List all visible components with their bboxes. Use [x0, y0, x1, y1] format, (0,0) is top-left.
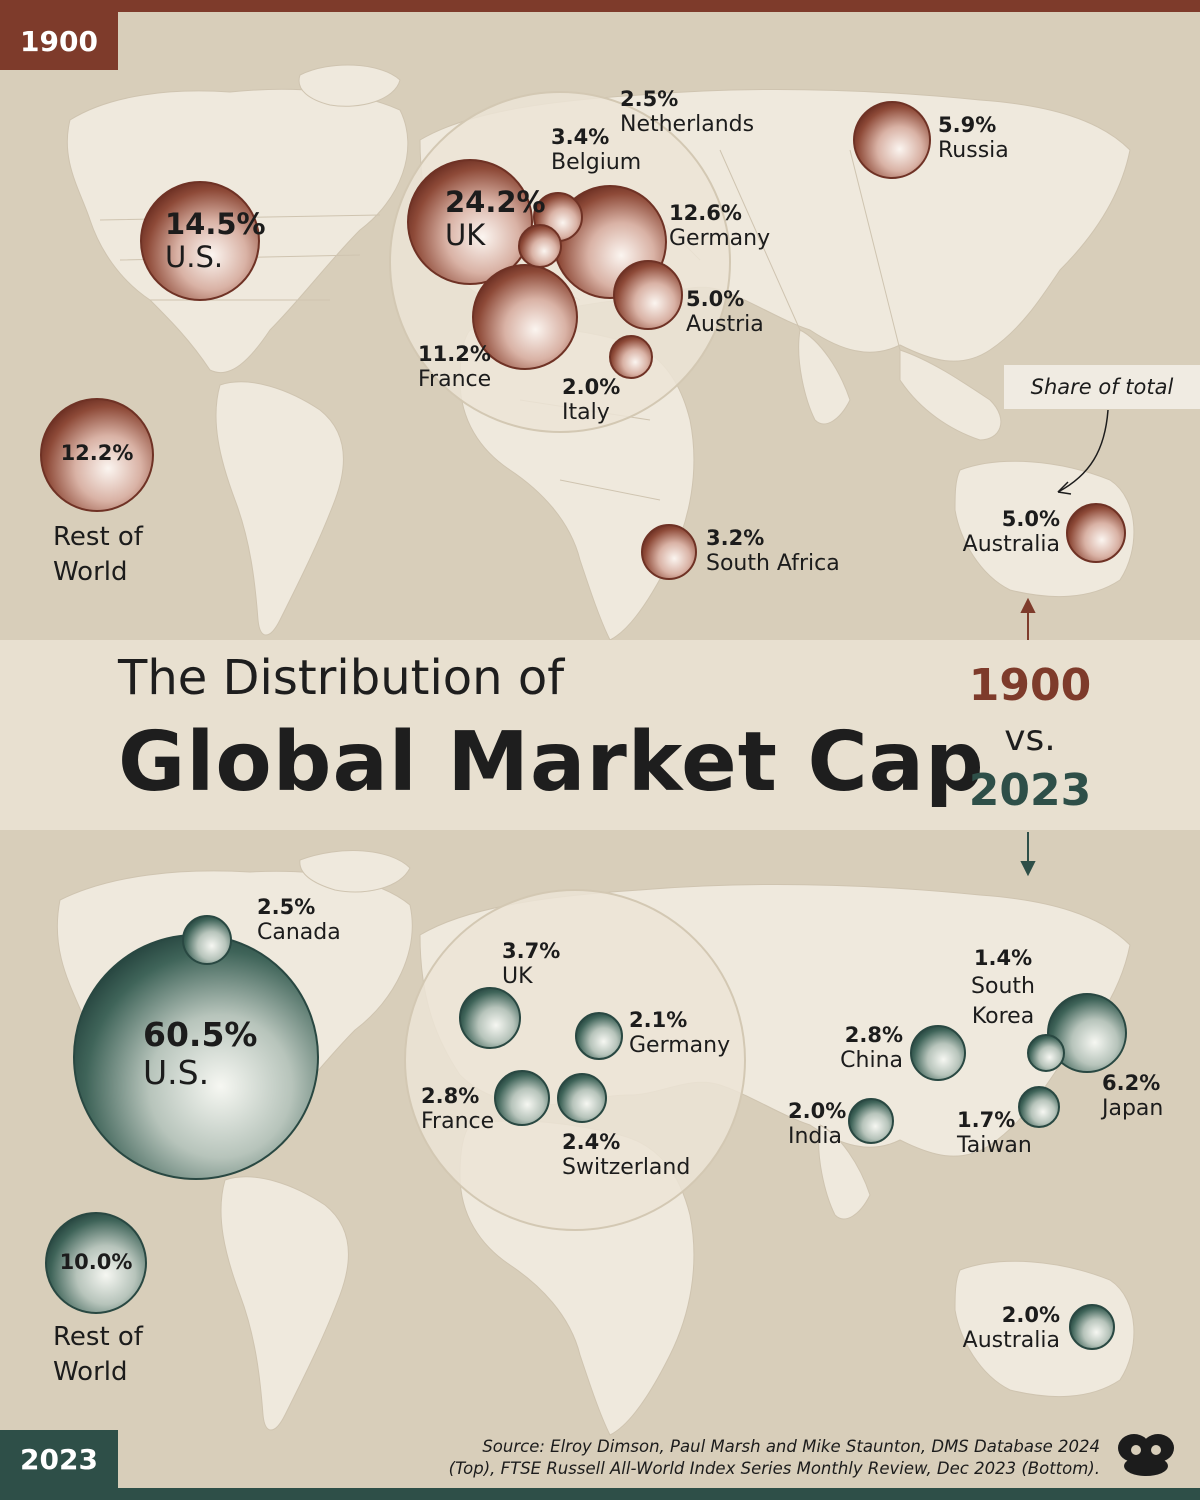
- up-arrow-1900: [1020, 597, 1036, 646]
- comparison-vs: vs.: [1004, 718, 1056, 759]
- bubble-1900-austria: [613, 260, 683, 330]
- label-2023-france: 2.8% France: [421, 1084, 495, 1134]
- bubble-1900-russia: [853, 101, 931, 179]
- source-note: Source: Elroy Dimson, Paul Marsh and Mik…: [448, 1437, 1100, 1479]
- bubble-2023-south-korea: [1027, 1034, 1065, 1072]
- label-2023-south-korea: 1.4% South Korea: [971, 946, 1035, 1030]
- label-1900-rest-of-world-pct: 12.2%: [60, 441, 134, 465]
- label-2023-japan: 6.2% Japan: [1102, 1071, 1164, 1121]
- label-1900-russia: 5.9% Russia: [938, 113, 1009, 163]
- bubble-2023-australia: [1069, 1304, 1115, 1350]
- label-1900-netherlands: 2.5% Netherlands: [620, 87, 755, 137]
- bubble-2023-taiwan: [1018, 1086, 1060, 1128]
- comparison-year-2023: 2023: [968, 765, 1092, 816]
- year-tab-1900: 1900: [0, 12, 118, 70]
- bubbles-2023: [45, 915, 1127, 1350]
- title-line-2: Global Market Cap: [118, 715, 985, 810]
- label-1900-rest-of-world-name: Rest of World: [53, 522, 143, 588]
- label-2023-germany: 2.1% Germany: [629, 1008, 731, 1058]
- label-2023-canada: 2.5% Canada: [257, 895, 341, 945]
- bottom-accent-bar: [0, 1488, 1200, 1500]
- europe-magnifier-2023: [404, 889, 746, 1231]
- label-2023-uk: 3.7% UK: [502, 939, 561, 989]
- bubble-2023-canada: [182, 915, 232, 965]
- label-1900-france: 11.2% France: [418, 342, 492, 392]
- bubble-2023-uk: [459, 987, 521, 1049]
- bubble-2023-rest-of-world: [45, 1212, 147, 1314]
- top-accent-bar: [0, 0, 1200, 12]
- bubble-1900-rest-of-world: [40, 398, 154, 512]
- bubbles-1900: [40, 101, 1126, 580]
- label-1900-belgium: 3.4% Belgium: [551, 125, 642, 175]
- label-2023-rest-of-world-pct: 10.0%: [59, 1250, 133, 1274]
- label-1900-uk: 24.2% UK: [445, 185, 546, 253]
- title-line-1: The Distribution of: [118, 650, 565, 706]
- label-2023-china: 2.8% China: [840, 1023, 903, 1073]
- label-1900-italy: 2.0% Italy: [562, 375, 621, 425]
- label-1900-australia: 5.0% Australia: [962, 507, 1060, 557]
- bubble-1900-uk: [407, 159, 533, 285]
- bubble-1900-france: [472, 264, 578, 370]
- label-1900-austria: 5.0% Austria: [686, 287, 764, 337]
- bubble-2023-france: [494, 1070, 550, 1126]
- label-2023-taiwan: 1.7% Taiwan: [957, 1108, 1032, 1158]
- down-arrow-2023: [1020, 832, 1036, 877]
- label-2023-switzerland: 2.4% Switzerland: [562, 1130, 691, 1180]
- legend-share-of-total: Share of total: [1004, 365, 1200, 409]
- bubble-2023-germany: [575, 1012, 623, 1060]
- label-1900-germany: 12.6% Germany: [669, 201, 771, 251]
- label-2023-rest-of-world-name: Rest of World: [53, 1322, 143, 1388]
- bubble-1900-australia: [1066, 503, 1126, 563]
- comparison-year-1900: 1900: [968, 660, 1092, 711]
- title-band: [0, 640, 1200, 830]
- legend-pointer-arrow: [1057, 409, 1109, 493]
- label-2023-india: 2.0% India: [788, 1099, 847, 1149]
- bubble-2023-china: [910, 1025, 966, 1081]
- label-2023-australia: 2.0% Australia: [962, 1303, 1060, 1353]
- bubble-1900-italy: [609, 335, 653, 379]
- bubble-1900-south-africa: [641, 524, 697, 580]
- bubble-1900-us: [140, 181, 260, 301]
- year-tab-2023: 2023: [0, 1430, 118, 1488]
- label-2023-us: 60.5% U.S.: [143, 1015, 258, 1092]
- bubble-1900-netherlands: [518, 224, 562, 268]
- bubble-2023-india: [848, 1098, 894, 1144]
- label-1900-us: 14.5% U.S.: [165, 207, 266, 275]
- bubble-2023-switzerland: [557, 1073, 607, 1123]
- publisher-logo-icon: [1118, 1434, 1174, 1476]
- label-1900-south-africa: 3.2% South Africa: [706, 526, 840, 576]
- bubble-2023-japan: [1047, 993, 1127, 1073]
